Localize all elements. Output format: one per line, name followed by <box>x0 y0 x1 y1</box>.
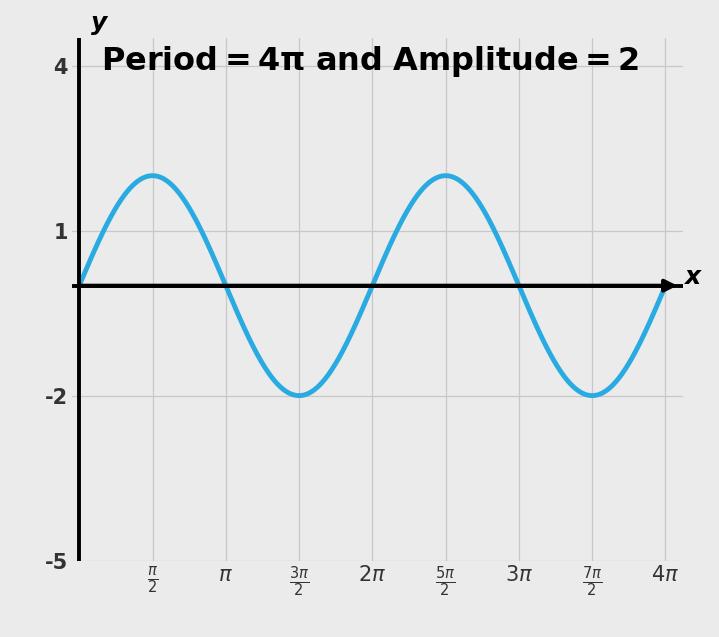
Text: y: y <box>91 11 107 36</box>
Text: x: x <box>684 266 700 289</box>
Text: $\mathbf{Period=4\pi\ and\ Amplitude=2}$: $\mathbf{Period=4\pi\ and\ Amplitude=2}$ <box>101 44 639 79</box>
